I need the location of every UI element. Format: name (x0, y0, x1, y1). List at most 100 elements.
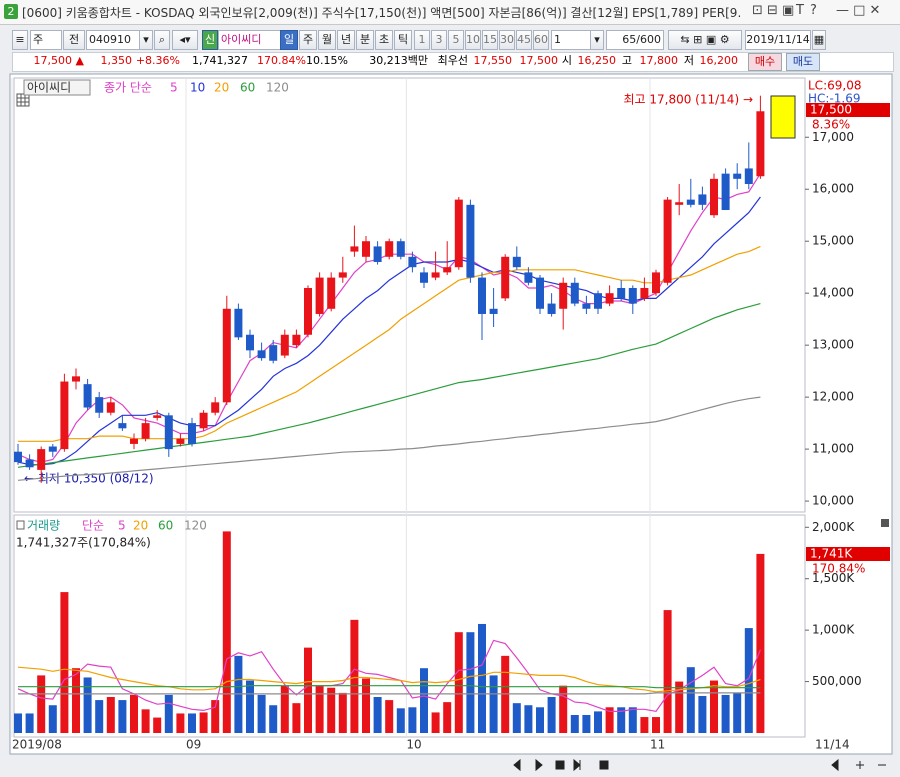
quote-item: 16,200 (699, 54, 739, 67)
interval-button[interactable]: 15 (482, 30, 498, 50)
period-button[interactable]: 월 (318, 30, 336, 50)
candle-body (72, 376, 80, 382)
window-icons[interactable]: ⊡ ⊟ ▣ (752, 3, 795, 18)
candle-body (420, 272, 428, 283)
candle-body (536, 277, 544, 309)
volume-bar (628, 707, 637, 733)
volume-bar (292, 703, 301, 733)
unit-input[interactable]: 1 (551, 30, 591, 50)
candle-body (617, 287, 626, 299)
volume-bar (675, 681, 684, 733)
volume-bar (721, 694, 730, 733)
volume-bar (431, 712, 440, 733)
quote-item: 16,250 (577, 54, 617, 67)
scroll-controls[interactable] (513, 758, 886, 772)
current-price-box (806, 103, 890, 117)
y-tick-label: 13,000 (812, 338, 854, 352)
grid-icon[interactable] (16, 93, 30, 107)
search-button[interactable]: ⌕ (154, 30, 170, 50)
volume-bar (118, 700, 127, 733)
candle-body (304, 287, 312, 335)
volume-bar (83, 677, 92, 733)
candle-body (652, 272, 660, 294)
volume-bar (454, 632, 463, 733)
volume-bar (257, 694, 266, 733)
moving-average (18, 685, 761, 689)
candle-body (582, 303, 591, 309)
legend-entry: 60 (158, 519, 173, 533)
volume-legend-title: 거래량 (27, 519, 60, 533)
prev-button[interactable]: 전 (63, 30, 85, 50)
quote-item: 17,800 (639, 54, 679, 67)
candle-body (95, 397, 104, 413)
period-button[interactable]: 일 (280, 30, 298, 50)
buy-button[interactable]: 매수 (748, 53, 782, 71)
volume-bar (663, 610, 672, 733)
candle-body (710, 178, 718, 216)
quote-item: 최우선 (437, 54, 468, 67)
candle-body (130, 438, 138, 444)
interval-button[interactable]: 3 (431, 30, 447, 50)
legend-entry: 5 (118, 519, 126, 533)
stock-name[interactable]: 아이씨디 (218, 30, 282, 50)
sell-button[interactable]: 매도 (786, 53, 820, 71)
code-dropdown[interactable]: ▾ (139, 30, 153, 50)
period-button[interactable]: 초 (375, 30, 393, 50)
candle-body (153, 415, 162, 418)
candle-body (83, 384, 92, 408)
interval-button[interactable]: 30 (499, 30, 515, 50)
interval-button[interactable]: 5 (448, 30, 464, 50)
volume-bar (605, 707, 614, 733)
candle-body (628, 287, 637, 304)
moving-average (17, 666, 761, 693)
menu-icon[interactable]: ≡ (12, 30, 28, 50)
y-tick-label: 500,000 (812, 674, 862, 688)
candle-body (396, 241, 405, 257)
candle-body (443, 267, 452, 273)
scroll-bar[interactable] (10, 755, 892, 775)
sound-button[interactable]: ◂▾ (172, 30, 198, 50)
pane-icon[interactable] (881, 519, 889, 527)
unit-dropdown[interactable]: ▾ (590, 30, 604, 50)
candle-body (559, 282, 568, 309)
volume-bar (176, 713, 185, 733)
period-button[interactable]: 주 (299, 30, 317, 50)
help-button[interactable]: ? (810, 3, 817, 18)
quote-item: 17,550 (473, 54, 513, 67)
candle-body (234, 308, 243, 338)
candle-body (338, 272, 347, 278)
font-button[interactable]: T (796, 3, 804, 18)
date-input[interactable]: 2019/11/14 (745, 30, 811, 50)
y-tick-label: 11,000 (812, 442, 854, 456)
interval-button[interactable]: 45 (516, 30, 532, 50)
volume-bar (594, 711, 602, 733)
code-input[interactable]: 040910 (86, 30, 140, 50)
volume-bar (640, 717, 649, 733)
y-tick-label: 15,000 (812, 234, 854, 248)
period-button[interactable]: 분 (356, 30, 374, 50)
tool-icons[interactable]: ⇆ ⊞ ▣ ⚙ (668, 30, 742, 50)
interval-button[interactable]: 1 (414, 30, 430, 50)
candle-body (280, 334, 289, 356)
count-input[interactable]: 65/600 (606, 30, 664, 50)
volume-bar (130, 694, 138, 733)
volume-icon[interactable] (16, 520, 25, 530)
candle-body (408, 256, 417, 268)
candle-body (501, 256, 510, 299)
window-buttons[interactable]: — □ ✕ (836, 3, 881, 18)
y-tick-label: 12,000 (812, 390, 854, 404)
volume-bar (95, 700, 104, 733)
volume-bar (164, 694, 173, 733)
candle-body (106, 402, 115, 413)
symbol-box (23, 79, 91, 96)
period-button[interactable]: 년 (337, 30, 355, 50)
volume-bar (466, 632, 475, 733)
volume-bar (222, 531, 231, 733)
volume-bar (269, 705, 278, 733)
interval-button[interactable]: 10 (465, 30, 481, 50)
interval-button[interactable]: 60 (533, 30, 549, 50)
market-select[interactable]: 주 (30, 30, 62, 50)
calendar-button[interactable]: ▦ (812, 30, 826, 50)
new-badge: 신 (202, 30, 218, 50)
period-button[interactable]: 틱 (394, 30, 412, 50)
